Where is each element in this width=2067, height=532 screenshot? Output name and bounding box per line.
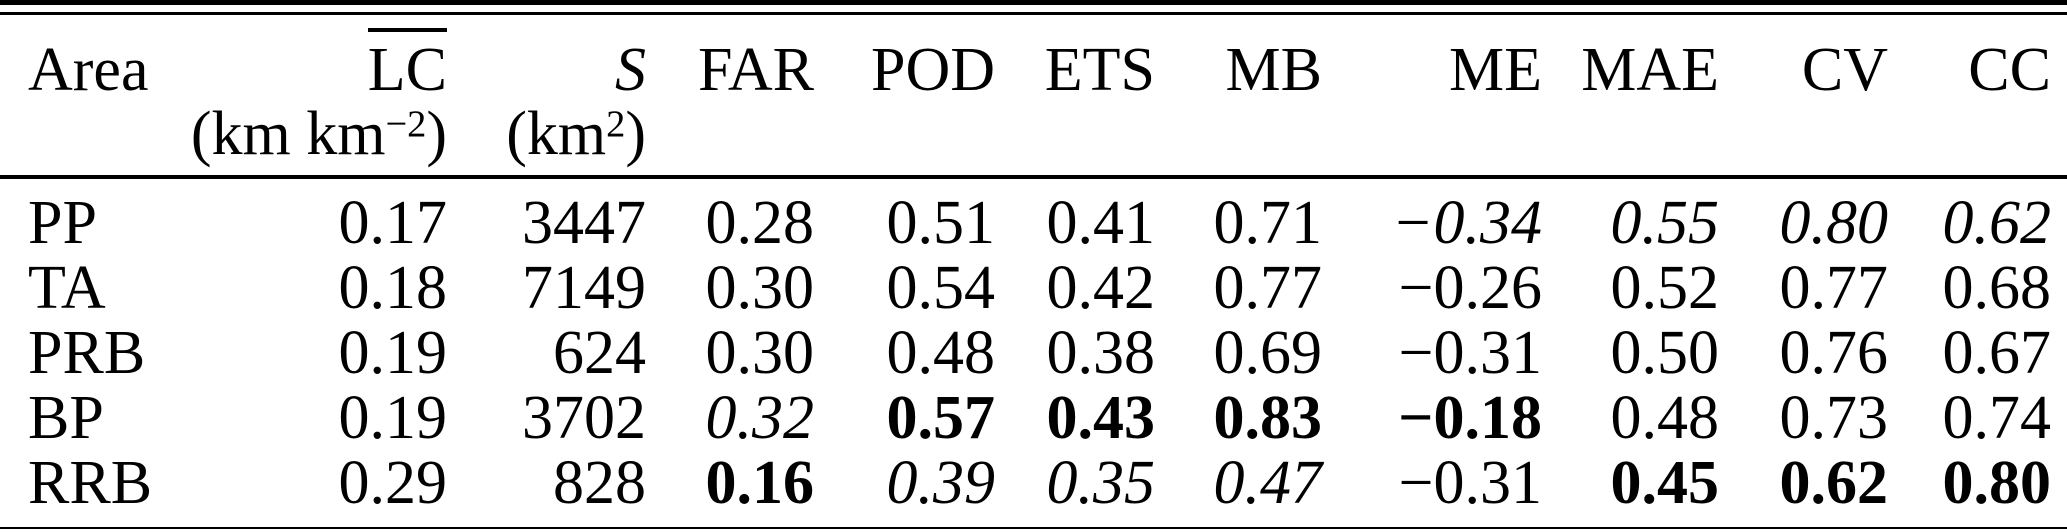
cell-prb-pod: 0.48	[886, 318, 996, 387]
s-unit-exponent: 2	[606, 103, 626, 146]
cell-ta-mae: 0.52	[1610, 253, 1720, 322]
row-label-ta: TA	[28, 253, 106, 322]
table-body: PP 0.17 3447 0.28 0.51 0.41 0.71 −0.34 0.55 0.80 0…	[0, 177, 2067, 527]
table-header: Area LC S FAR POD ETS MB ME MAE CV CC (k…	[0, 15, 2067, 179]
cell-prb-cv: 0.76	[1779, 318, 1889, 387]
header-row-labels: Area LC S FAR POD ETS MB ME MAE CV CC	[0, 15, 2067, 103]
cell-pp-me: −0.34	[1391, 188, 1542, 257]
top-rule-gap	[0, 5, 2067, 12]
cell-bp-far: 0.32	[705, 383, 815, 452]
cell-bp-mb: 0.83	[1213, 383, 1323, 452]
lc-unit: (km km−2)	[180, 102, 447, 179]
cell-bp-ets: 0.43	[1046, 383, 1156, 452]
cell-bp-pod: 0.57	[886, 383, 996, 452]
s-label: S	[615, 35, 646, 104]
cell-ta-far: 0.30	[705, 253, 815, 322]
table-row-bp: BP 0.19 3702 0.32 0.57 0.43 0.83 −0.18 0.48 0.73 0…	[0, 383, 2067, 452]
cell-prb-lc: 0.19	[338, 318, 448, 387]
cell-ta-mb: 0.77	[1213, 253, 1323, 322]
lc-unit-exponent: −2	[385, 103, 427, 146]
cell-rrb-s: 828	[553, 448, 646, 517]
bottom-thin-rule	[0, 526, 2067, 529]
cell-rrb-pod: 0.39	[886, 448, 996, 517]
cell-pp-ets: 0.41	[1046, 188, 1156, 257]
cell-rrb-ets: 0.35	[1046, 448, 1156, 517]
cell-pp-cc: 0.62	[1942, 188, 2052, 257]
lc-overline-label: LC	[367, 27, 447, 101]
cell-pp-s: 3447	[522, 188, 646, 257]
table-row-rrb: RRB 0.29 828 0.16 0.39 0.35 0.47 −0.31 0.45 0.62 0…	[0, 448, 2067, 527]
cell-prb-cc: 0.67	[1942, 318, 2052, 387]
cell-rrb-me: −0.31	[1398, 448, 1542, 517]
row-label-pp: PP	[28, 188, 97, 257]
cell-prb-me: −0.31	[1398, 318, 1542, 387]
table-row-pp: PP 0.17 3447 0.28 0.51 0.41 0.71 −0.34 0.55 0.80 0…	[0, 177, 2067, 256]
top-thin-rule	[0, 12, 2067, 15]
cell-pp-lc: 0.17	[338, 188, 448, 257]
cell-ta-pod: 0.54	[886, 253, 996, 322]
top-thick-rule	[0, 0, 2067, 5]
cell-bp-s: 3702	[522, 383, 646, 452]
row-label-prb: PRB	[28, 318, 146, 387]
column-header-pod: POD	[870, 35, 995, 104]
cell-bp-mae: 0.48	[1610, 383, 1720, 452]
cell-pp-far: 0.28	[705, 188, 815, 257]
cell-pp-cv: 0.80	[1779, 188, 1889, 257]
column-header-mb: MB	[1225, 35, 1322, 104]
s-unit: (km2)	[447, 102, 646, 179]
cell-rrb-cv: 0.62	[1779, 448, 1889, 517]
metrics-table: Area LC S FAR POD ETS MB ME MAE CV CC (k…	[0, 15, 2067, 527]
column-header-ets: ETS	[1044, 35, 1155, 104]
cell-bp-cc: 0.74	[1942, 383, 2052, 452]
column-header-far: FAR	[697, 35, 814, 104]
row-label-rrb: RRB	[28, 448, 153, 517]
cell-prb-s: 624	[553, 318, 646, 387]
cell-ta-s: 7149	[522, 253, 646, 322]
table-row-ta: TA 0.18 7149 0.30 0.54 0.42 0.77 −0.26 0.52 0.77 0…	[0, 253, 2067, 322]
header-row-units: (km km−2) (km2)	[0, 102, 2067, 179]
cell-prb-mae: 0.50	[1610, 318, 1720, 387]
row-label-bp: BP	[28, 383, 104, 452]
cell-rrb-lc: 0.29	[338, 448, 448, 517]
column-header-cc: CC	[1968, 35, 2051, 104]
column-header-area: Area	[28, 35, 149, 104]
cell-ta-cv: 0.77	[1779, 253, 1889, 322]
unit-row-empty	[646, 102, 2067, 179]
column-header-cv: CV	[1801, 35, 1888, 104]
cell-prb-ets: 0.38	[1046, 318, 1156, 387]
cell-bp-lc: 0.19	[338, 383, 448, 452]
cell-prb-mb: 0.69	[1213, 318, 1323, 387]
cell-bp-me: −0.18	[1398, 383, 1542, 452]
cell-ta-lc: 0.18	[338, 253, 448, 322]
cell-pp-mb: 0.71	[1213, 188, 1323, 257]
cell-bp-cv: 0.73	[1779, 383, 1889, 452]
column-header-lc: LC	[180, 15, 447, 103]
column-header-s: S	[447, 15, 646, 103]
cell-rrb-far: 0.16	[705, 448, 815, 517]
cell-ta-me: −0.26	[1398, 253, 1542, 322]
column-header-mae: MAE	[1581, 35, 1719, 104]
column-header-me: ME	[1449, 35, 1542, 104]
cell-rrb-mb: 0.47	[1213, 448, 1323, 517]
unit-area-empty	[0, 102, 180, 179]
cell-rrb-mae: 0.45	[1610, 448, 1720, 517]
cell-pp-pod: 0.51	[886, 188, 996, 257]
cell-pp-mae: 0.55	[1610, 188, 1720, 257]
cell-ta-ets: 0.42	[1046, 253, 1156, 322]
cell-rrb-cc: 0.80	[1942, 448, 2052, 517]
cell-ta-cc: 0.68	[1942, 253, 2052, 322]
cell-prb-far: 0.30	[705, 318, 815, 387]
table-row-prb: PRB 0.19 624 0.30 0.48 0.38 0.69 −0.31 0.50 0.76 0…	[0, 318, 2067, 387]
